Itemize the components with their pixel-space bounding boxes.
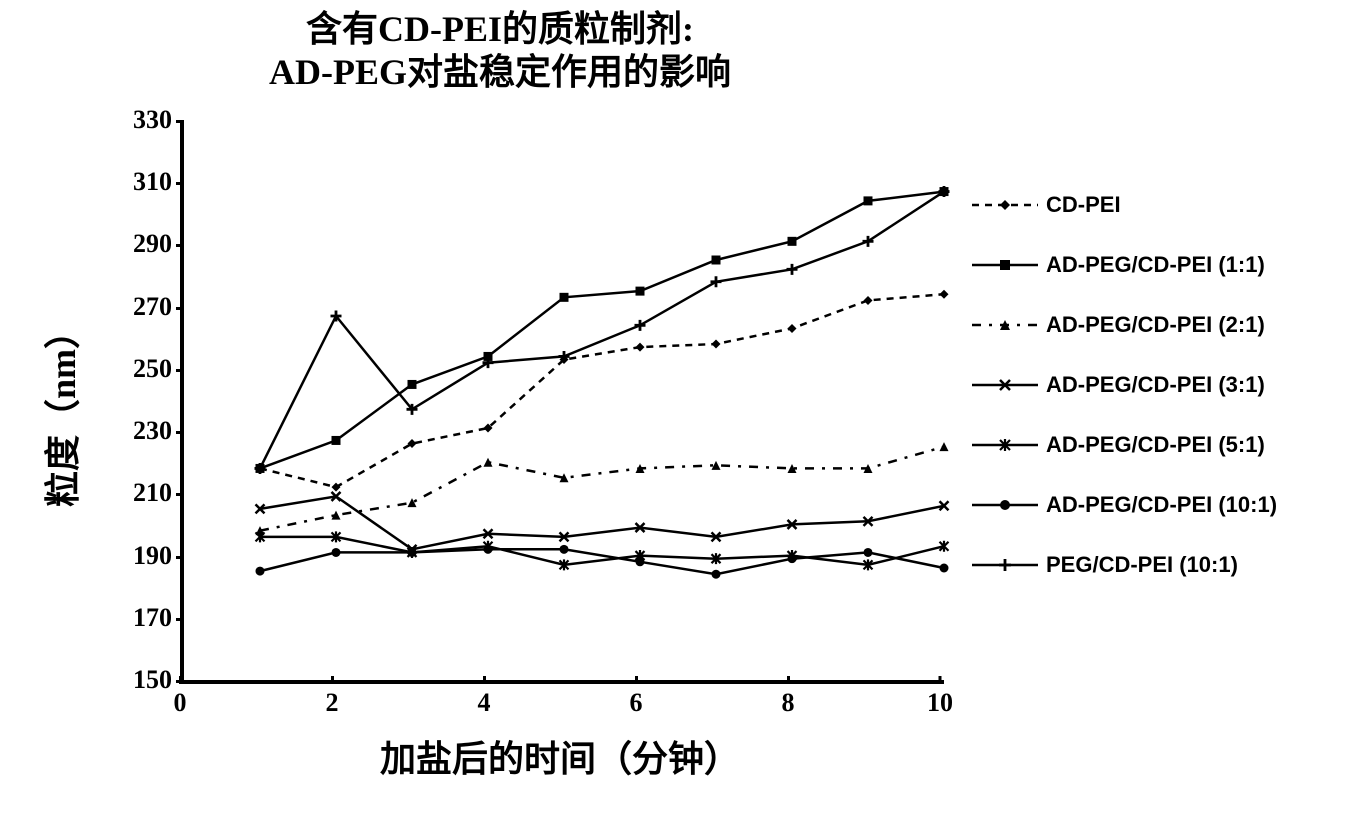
legend-item-adpeg_10_1: AD-PEG/CD-PEI (10:1) bbox=[970, 490, 1330, 520]
legend-swatch bbox=[970, 490, 1040, 520]
legend-swatch bbox=[970, 370, 1040, 400]
legend-item-cd_pei: CD-PEI bbox=[970, 190, 1330, 220]
chart-figure: 含有CD-PEI的质粒制剂: AD-PEG对盐稳定作用的影响 粒度（nm） 加盐… bbox=[0, 0, 1359, 821]
y-tick: 230 bbox=[120, 418, 172, 444]
legend-item-adpeg_2_1: AD-PEG/CD-PEI (2:1) bbox=[970, 310, 1330, 340]
y-tick: 290 bbox=[120, 231, 172, 257]
x-axis-label: 加盐后的时间（分钟） bbox=[180, 730, 940, 782]
legend-label: AD-PEG/CD-PEI (10:1) bbox=[1046, 492, 1277, 518]
legend-item-adpeg_3_1: AD-PEG/CD-PEI (3:1) bbox=[970, 370, 1330, 400]
legend-label: AD-PEG/CD-PEI (2:1) bbox=[1046, 312, 1265, 338]
legend-swatch bbox=[970, 190, 1040, 220]
y-tick: 330 bbox=[120, 107, 172, 133]
y-tick: 190 bbox=[120, 543, 172, 569]
y-tick: 310 bbox=[120, 169, 172, 195]
x-tick: 6 bbox=[630, 688, 643, 718]
y-tick: 270 bbox=[120, 294, 172, 320]
legend-swatch bbox=[970, 310, 1040, 340]
legend-swatch bbox=[970, 430, 1040, 460]
x-tick: 10 bbox=[927, 688, 953, 718]
legend-label: CD-PEI bbox=[1046, 192, 1121, 218]
x-tick: 4 bbox=[478, 688, 491, 718]
legend-swatch bbox=[970, 250, 1040, 280]
legend-label: PEG/CD-PEI (10:1) bbox=[1046, 552, 1238, 578]
chart-title-line2: AD-PEG对盐稳定作用的影响 bbox=[0, 51, 1000, 94]
x-tick: 2 bbox=[326, 688, 339, 718]
y-tick: 210 bbox=[120, 480, 172, 506]
legend-label: AD-PEG/CD-PEI (1:1) bbox=[1046, 252, 1265, 278]
legend-swatch bbox=[970, 550, 1040, 580]
legend-item-peg_10_1: PEG/CD-PEI (10:1) bbox=[970, 550, 1330, 580]
x-tick: 8 bbox=[782, 688, 795, 718]
y-tick: 250 bbox=[120, 356, 172, 382]
y-axis-label: 粒度（nm） bbox=[34, 313, 86, 507]
chart-title-block: 含有CD-PEI的质粒制剂: AD-PEG对盐稳定作用的影响 bbox=[0, 8, 1000, 94]
chart-area: 粒度（nm） 加盐后的时间（分钟） 1501701902102302502702… bbox=[60, 110, 1340, 790]
legend-item-adpeg_5_1: AD-PEG/CD-PEI (5:1) bbox=[970, 430, 1330, 460]
legend-item-adpeg_1_1: AD-PEG/CD-PEI (1:1) bbox=[970, 250, 1330, 280]
x-tick: 0 bbox=[174, 688, 187, 718]
plot-area bbox=[180, 120, 944, 684]
chart-title-line1: 含有CD-PEI的质粒制剂: bbox=[0, 8, 1000, 51]
legend: CD-PEI AD-PEG/CD-PEI (1:1) AD-PEG/CD-PEI… bbox=[970, 190, 1330, 610]
legend-label: AD-PEG/CD-PEI (5:1) bbox=[1046, 432, 1265, 458]
y-tick: 150 bbox=[120, 667, 172, 693]
y-tick: 170 bbox=[120, 605, 172, 631]
series-peg_10_1 bbox=[184, 120, 944, 680]
legend-label: AD-PEG/CD-PEI (3:1) bbox=[1046, 372, 1265, 398]
